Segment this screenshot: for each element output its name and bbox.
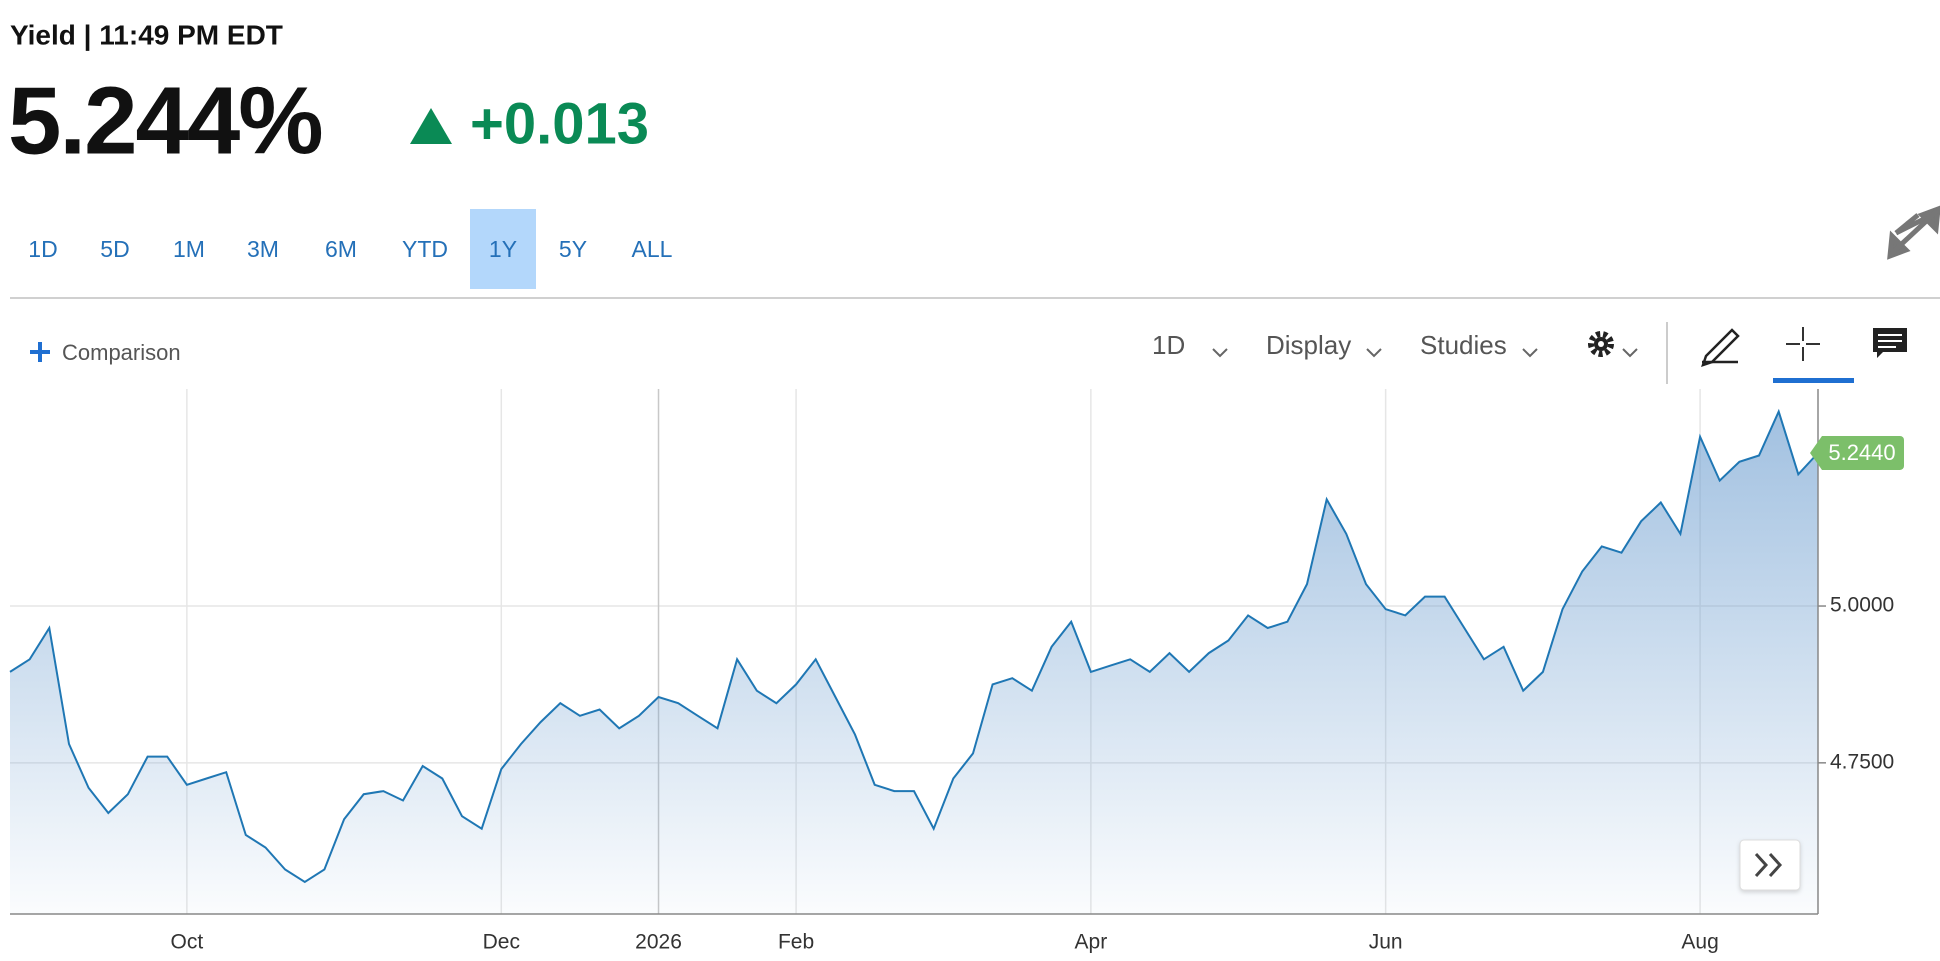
- x-tick-label: 2026: [635, 931, 682, 954]
- scroll-end-button[interactable]: [1739, 839, 1801, 891]
- x-tick-label: Jun: [1369, 931, 1403, 954]
- range-label: 3M: [247, 236, 279, 262]
- x-tick-label: Dec: [483, 931, 520, 954]
- range-button[interactable]: 3M: [247, 236, 279, 262]
- range-label: 6M: [325, 236, 357, 262]
- range-buttons: 1D 5D 1M 3M 6M YTD 1Y 5Y ALL: [28, 209, 673, 289]
- studies-label: Studies: [1420, 330, 1507, 360]
- comparison-label: Comparison: [62, 340, 181, 365]
- range-label: YTD: [402, 236, 448, 262]
- draw-tool[interactable]: [1701, 328, 1740, 367]
- range-button[interactable]: 1M: [173, 236, 205, 262]
- range-label: ALL: [632, 236, 673, 262]
- range-label: 1D: [28, 236, 57, 262]
- interval-menu[interactable]: 1D: [1152, 330, 1228, 360]
- range-button[interactable]: 1Y: [470, 209, 536, 289]
- range-button[interactable]: 6M: [325, 236, 357, 262]
- x-tick-label: Feb: [778, 931, 814, 954]
- up-arrow: [410, 108, 452, 144]
- range-active-bg: [470, 209, 536, 289]
- comparison-button[interactable]: Comparison: [30, 340, 181, 365]
- y-tick-label: 4.7500: [1830, 750, 1894, 773]
- crosshair-tool[interactable]: [1773, 327, 1854, 383]
- last-value-badge: [1810, 435, 1904, 470]
- display-label: Display: [1266, 330, 1351, 360]
- y-tick-label: 5.0000: [1830, 594, 1894, 617]
- comment-tool[interactable]: [1873, 328, 1907, 358]
- range-label: 1M: [173, 236, 205, 262]
- range-button[interactable]: 5Y: [559, 236, 587, 262]
- interval-label: 1D: [1152, 330, 1185, 360]
- price: 5.244%: [8, 67, 322, 174]
- range-button[interactable]: ALL: [632, 236, 673, 262]
- x-tick-label: Apr: [1075, 931, 1108, 954]
- x-tick-label: Aug: [1681, 931, 1718, 954]
- range-button[interactable]: 5D: [100, 236, 129, 262]
- area-fill: [10, 411, 1818, 914]
- display-menu[interactable]: Display: [1266, 330, 1382, 360]
- chart: 4.7500 5.0000 Oct Dec 2026 Feb Apr Jun Aug 5.2440: [9, 389, 1904, 954]
- settings-menu[interactable]: [1588, 331, 1638, 358]
- subtitle: Yield | 11:49 PM EDT: [10, 19, 283, 50]
- last-value-label: 5.2440: [1828, 440, 1895, 465]
- range-label: 1Y: [489, 236, 517, 262]
- range-button[interactable]: 1D: [28, 236, 57, 262]
- change: +0.013: [470, 91, 649, 156]
- x-tick-label: Oct: [171, 931, 204, 954]
- expand-icon[interactable]: [1887, 205, 1940, 260]
- price-line: [9, 408, 1819, 884]
- range-label: 5D: [100, 236, 129, 262]
- studies-menu[interactable]: Studies: [1420, 330, 1538, 360]
- range-button[interactable]: YTD: [402, 236, 448, 262]
- range-label: 5Y: [559, 236, 587, 262]
